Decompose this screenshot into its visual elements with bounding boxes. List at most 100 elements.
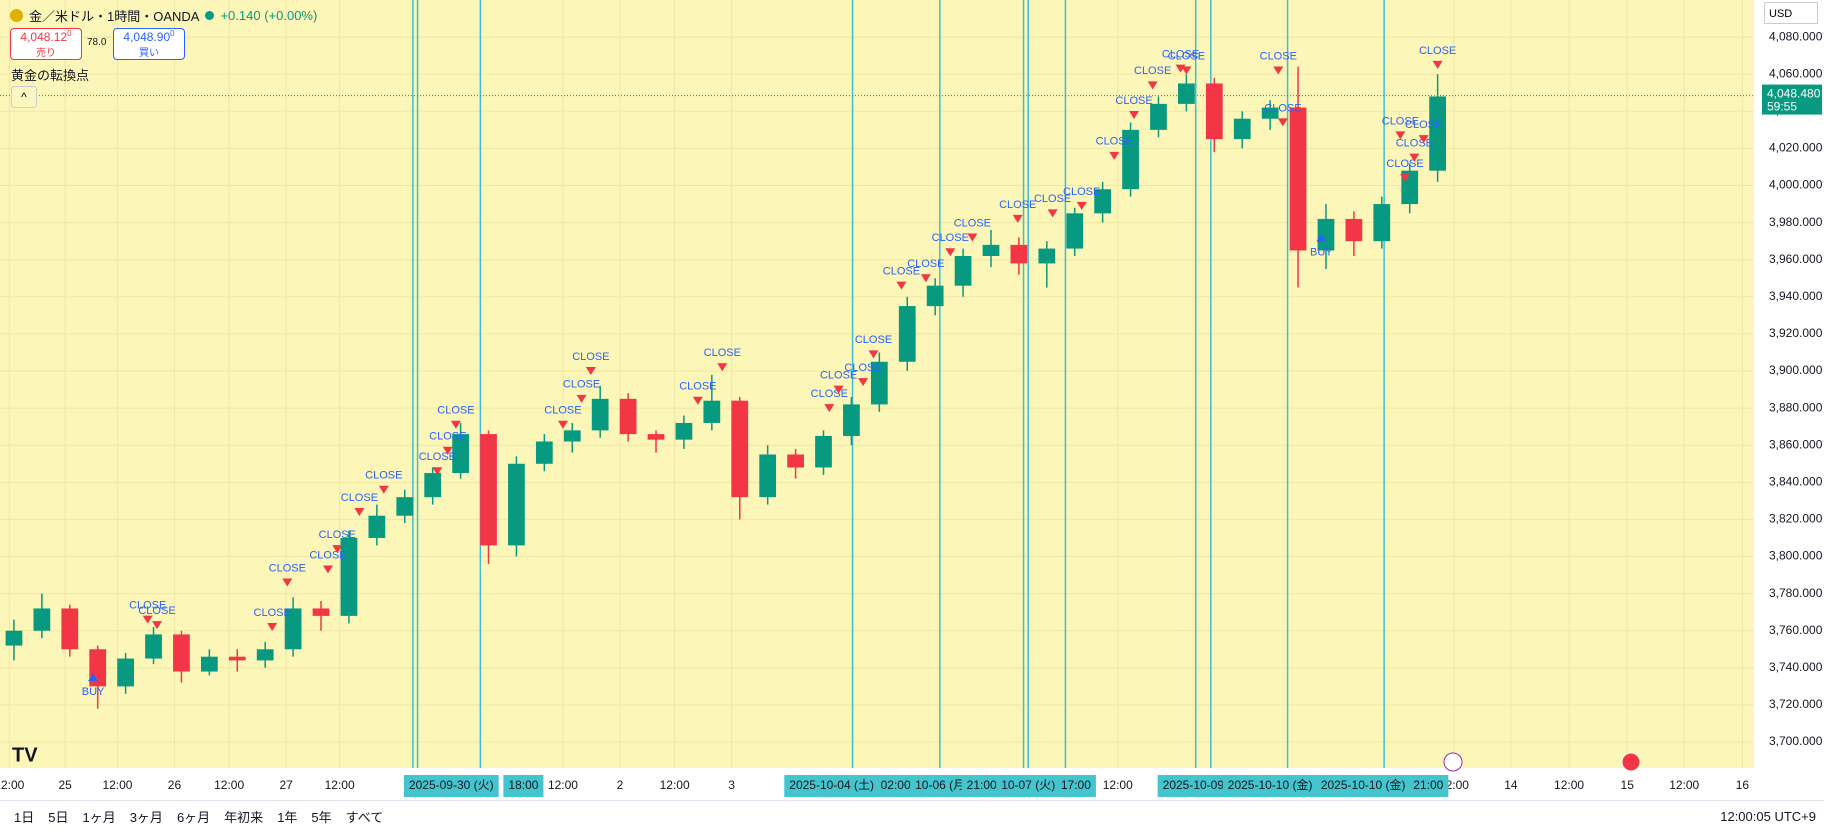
candle-body xyxy=(33,608,51,631)
flag-icon[interactable] xyxy=(1621,752,1641,772)
candle-body xyxy=(926,285,944,307)
signal-label: CLOSE xyxy=(679,381,716,393)
x-tick-label: 3 xyxy=(728,778,735,792)
signal-marker xyxy=(1277,118,1288,127)
symbol[interactable]: 金／米ドル・1時間・OANDA xyxy=(29,9,200,24)
signal-marker xyxy=(88,673,99,682)
candle-body xyxy=(117,658,134,687)
candle-body xyxy=(1289,107,1307,251)
collapse-button[interactable]: ^ xyxy=(11,86,37,108)
signal-label: CLOSE xyxy=(1096,136,1133,148)
candle-body xyxy=(1205,83,1223,140)
signal-label: CLOSE xyxy=(1396,138,1433,150)
candle-body xyxy=(1094,189,1112,214)
event-icon[interactable] xyxy=(1443,752,1463,772)
range-button[interactable]: 6ヶ月 xyxy=(176,809,211,825)
bottom-toolbar: 1日 5日 1ヶ月 3ヶ月 6ヶ月 年初来 1年 5年 すべて 12:00:05 UTC+9 xyxy=(0,800,1824,831)
time-highlight xyxy=(961,775,1002,797)
signal-marker xyxy=(1432,60,1443,69)
candle-body xyxy=(982,244,1000,256)
time-highlight-label: 10-07 (火) xyxy=(1001,778,1055,792)
signal-marker xyxy=(1400,174,1411,183)
signal-label: CLOSE xyxy=(319,529,356,541)
y-tick-label: 3,940.000 xyxy=(1769,289,1823,303)
candle-body xyxy=(898,306,916,362)
buy-frac: 0 xyxy=(170,29,175,38)
time-highlight-label: 2025-10-10 (金) xyxy=(1228,777,1313,792)
candle-body xyxy=(1010,244,1028,264)
sell-button[interactable]: 4,048.120 売り xyxy=(10,28,82,60)
buy-price: 4,048.90 xyxy=(123,30,171,44)
candle-body xyxy=(1233,118,1251,140)
time-highlight-label: 02:00 xyxy=(881,778,911,792)
signal-label: CLOSE xyxy=(1382,115,1419,127)
range-button[interactable]: 3ヶ月 xyxy=(129,809,163,825)
signal-marker xyxy=(896,281,907,290)
x-tick-label: 15 xyxy=(1621,778,1635,792)
signal-label: CLOSE xyxy=(811,388,848,400)
signal-marker xyxy=(323,565,334,574)
signal-marker xyxy=(1409,153,1420,162)
signal-label: CLOSE xyxy=(1260,50,1297,62)
candle-body xyxy=(368,515,386,538)
signal-label: CLOSE xyxy=(907,258,944,270)
range-button[interactable]: 5日 xyxy=(48,809,69,825)
signal-marker xyxy=(967,233,978,242)
x-tick-label: 12:00 xyxy=(214,778,244,792)
signal-marker xyxy=(1395,131,1406,140)
signal-label: CLOSE xyxy=(563,379,600,391)
signal-label: CLOSE xyxy=(269,562,306,574)
currency-select[interactable]: USD xyxy=(1764,2,1818,24)
y-tick-label: 3,980.000 xyxy=(1769,215,1823,229)
signal-marker xyxy=(868,350,879,359)
sell-price: 4,048.12 xyxy=(20,30,68,44)
range-button[interactable]: 5年 xyxy=(311,809,332,825)
candle-body xyxy=(843,404,860,436)
candle-body xyxy=(787,454,804,468)
y-tick-label: 3,800.000 xyxy=(1769,549,1823,563)
signal-marker xyxy=(450,420,461,429)
candle-body xyxy=(1066,213,1084,249)
logo: TV xyxy=(12,744,38,766)
signal-label: CLOSE xyxy=(999,199,1036,211)
time-highlight xyxy=(1055,775,1096,797)
candle-body xyxy=(1429,96,1447,171)
signal-label: CLOSE xyxy=(1115,95,1152,107)
signal-marker xyxy=(1129,111,1140,120)
signal-label: BUY xyxy=(1310,246,1333,258)
buy-button[interactable]: 4,048.900 買い xyxy=(113,28,185,60)
signal-label: CLOSE xyxy=(1034,193,1071,205)
signal-marker xyxy=(557,420,568,429)
signal-label: CLOSE xyxy=(341,492,378,504)
range-button[interactable]: 1日 xyxy=(14,809,35,825)
time-highlight-label: 10-06 (月) xyxy=(915,778,969,792)
candle-body xyxy=(1122,129,1139,190)
candle-body xyxy=(312,608,330,616)
status-dot xyxy=(205,11,215,20)
signal-marker xyxy=(576,394,587,403)
x-tick-label: 12:00 xyxy=(1554,778,1584,792)
time-highlight-label: 2025-09-30 (火) xyxy=(409,778,494,792)
price-tag xyxy=(1762,84,1822,115)
signal-label: CLOSE xyxy=(1405,119,1442,131)
signal-marker xyxy=(1076,201,1087,210)
signal-marker xyxy=(1012,214,1023,223)
candle-body xyxy=(535,441,553,464)
signal-label: BUY xyxy=(82,686,105,698)
range-button[interactable]: 年初来 xyxy=(224,809,264,825)
range-button[interactable]: 1年 xyxy=(277,809,298,825)
x-tick-label: 16 xyxy=(1736,778,1750,792)
signal-marker xyxy=(1316,233,1327,242)
candle-body xyxy=(173,634,190,672)
range-button[interactable]: すべて xyxy=(345,809,384,825)
x-tick-label: 12:00 xyxy=(660,778,690,792)
range-button[interactable]: 1ヶ月 xyxy=(82,809,116,825)
x-tick-label: 12:00 xyxy=(102,778,132,792)
y-tick-label: 3,760.000 xyxy=(1769,623,1823,637)
y-tick-label: 3,960.000 xyxy=(1769,252,1823,266)
change: +0.140 (+0.00%) xyxy=(220,8,318,23)
candle-body xyxy=(1345,218,1363,242)
candle-body xyxy=(5,630,23,646)
candle-body xyxy=(815,435,832,468)
